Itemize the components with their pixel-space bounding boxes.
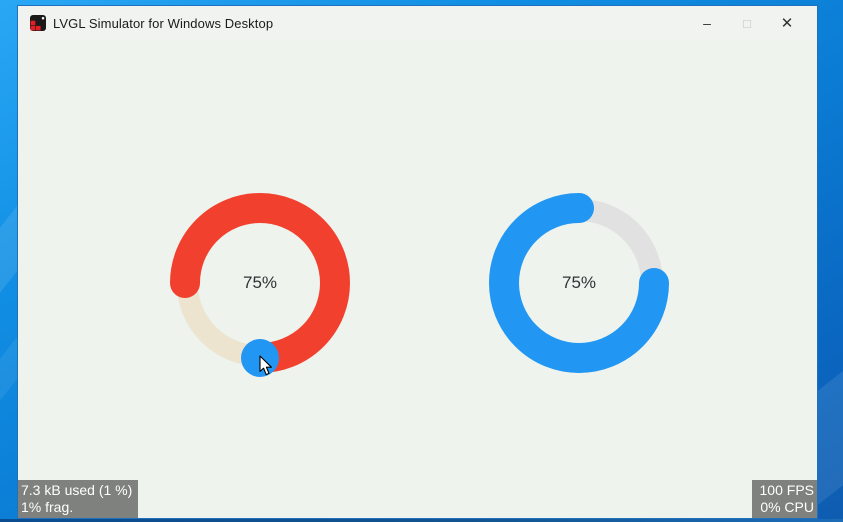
title-bar[interactable]: LVGL Simulator for Windows Desktop – □ ✕ [18,6,817,40]
arc-canvas[interactable] [165,188,355,378]
performance-monitor: 100 FPS 0% CPU [751,480,817,518]
arc-indicator [489,193,669,373]
maximize-button[interactable]: □ [743,15,751,31]
close-button[interactable]: ✕ [780,15,794,32]
memory-monitor: 7.3 kB used (1 %) 1% frag. [18,480,139,518]
arc-widget-adjustable[interactable]: 75% [165,188,355,378]
lvgl-logo-icon [30,15,46,31]
memory-frag-text: 1% frag. [21,498,74,515]
taskbar-edge [0,519,843,522]
minimize-button[interactable]: – [703,15,711,31]
arc-widget-loader: 75% [484,188,674,378]
arc-canvas [489,193,669,373]
window-controls: – □ ✕ [687,8,807,38]
simulator-window: LVGL Simulator for Windows Desktop – □ ✕… [17,5,818,519]
arc-indicator[interactable] [170,193,350,373]
memory-used-text: 7.3 kB used (1 %) [21,482,133,498]
window-title: LVGL Simulator for Windows Desktop [53,15,274,31]
cpu-text: 0% CPU [760,498,814,515]
lvgl-screen: 75% 75% 7.3 kB used (1 %) 1% frag. 100 FP… [18,40,817,518]
arc-knob[interactable] [241,339,279,377]
fps-text: 100 FPS [759,482,814,498]
